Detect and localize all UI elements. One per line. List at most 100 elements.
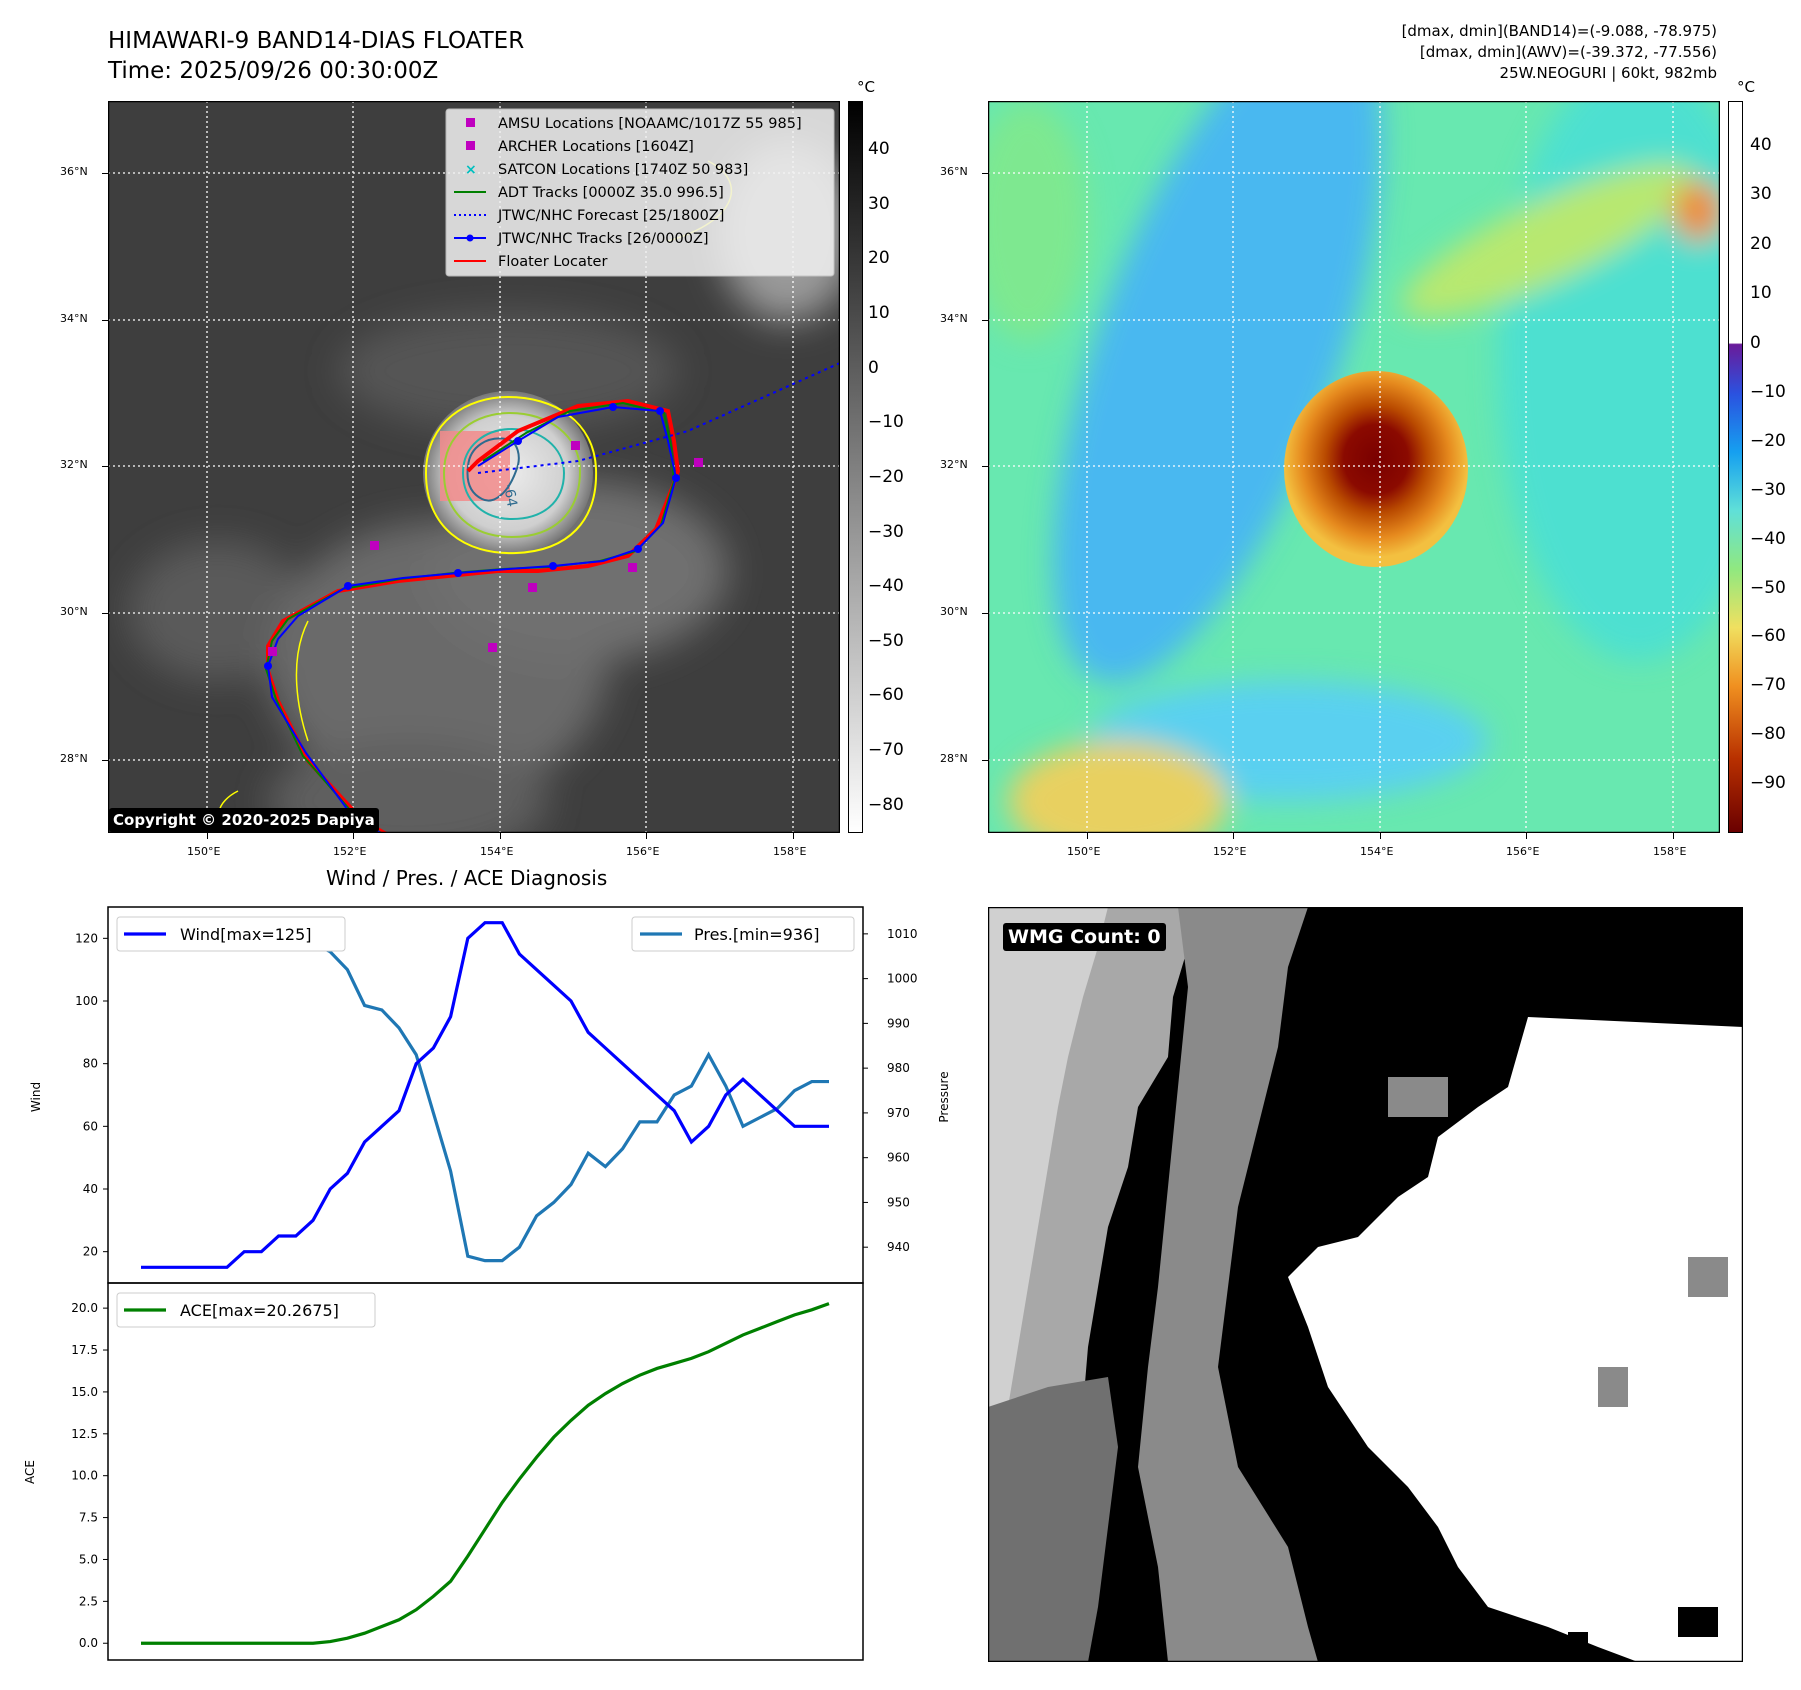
legend-entry: × SATCON Locations [1740Z 50 983] — [465, 162, 748, 178]
lat-tick-label: 30°N — [940, 605, 968, 618]
ace-legend: ACE[max=20.2675] — [116, 1292, 376, 1328]
wind-ytick-label: 80 — [83, 1057, 98, 1071]
pressure-ytick-label: 1000 — [887, 972, 918, 986]
ir-colorbar-tick: −60 — [868, 685, 904, 706]
awv-map-panel — [988, 101, 1720, 833]
awv-colorbar-tick: −30 — [1750, 479, 1786, 500]
awv-colorbar-tick: −80 — [1750, 724, 1786, 745]
wmg-panel — [988, 907, 1743, 1662]
band14-stats: [dmax, dmin](BAND14)=(-9.088, -78.975) — [1401, 22, 1717, 40]
lat-tick-label: 28°N — [940, 752, 968, 765]
lon-tick-mark — [646, 833, 647, 839]
lon-tick-label: 152°E — [1213, 845, 1247, 858]
lon-tick-label: 154°E — [1360, 845, 1394, 858]
ir-map-legend: AMSU Locations [NOAAMC/1017Z 55 985] ARCH… — [445, 108, 835, 277]
pressure-ytick-label: 1010 — [887, 927, 918, 941]
contour-label: -64 — [500, 483, 520, 508]
awv-colorbar-unit: °C — [1737, 78, 1755, 96]
awv-colorbar-tick: −90 — [1750, 773, 1786, 794]
figure-time: Time: 2025/09/26 00:30:00Z — [108, 58, 439, 84]
lat-tick-label: 32°N — [60, 458, 88, 471]
lat-tick-mark — [982, 466, 988, 467]
awv-colorbar-tick: −50 — [1750, 577, 1786, 598]
lat-tick-mark — [102, 760, 108, 761]
pressure-ytick-label: 960 — [887, 1151, 910, 1165]
awv-colorbar-tick: 30 — [1750, 184, 1772, 205]
lat-tick-mark — [982, 760, 988, 761]
jtwc-track — [266, 405, 678, 833]
lat-tick-mark — [102, 613, 108, 614]
ir-colorbar-unit: °C — [857, 78, 875, 96]
lat-tick-mark — [982, 173, 988, 174]
svg-text:ACE[max=20.2675]: ACE[max=20.2675] — [180, 1301, 339, 1320]
lon-tick-mark — [1233, 833, 1234, 839]
legend-label: JTWC/NHC Tracks [26/0000Z] — [497, 231, 709, 247]
wmg-count-badge: WMG Count: 0 — [1003, 923, 1166, 951]
ir-colorbar-tick: 30 — [868, 193, 890, 214]
svg-text:Pres.[min=936]: Pres.[min=936] — [694, 925, 819, 944]
wmg-mid-region — [1138, 907, 1318, 1662]
pressure-ytick-label: 990 — [887, 1016, 910, 1030]
ace-axis-label: ACE — [23, 1460, 37, 1484]
ir-colorbar-tick: −70 — [868, 740, 904, 761]
wind-ytick-label: 100 — [75, 994, 98, 1008]
legend-label: ARCHER Locations [1604Z] — [498, 139, 694, 155]
ir-colorbar-tick: −50 — [868, 630, 904, 651]
ir-colorbar-tick: −80 — [868, 794, 904, 815]
awv-colorbar-tick: 20 — [1750, 233, 1772, 254]
legend-entry: JTWC/NHC Tracks [26/0000Z] — [454, 231, 709, 247]
pressure-series-line — [141, 923, 829, 1263]
lon-tick-label: 158°E — [1653, 845, 1687, 858]
lat-tick-label: 36°N — [940, 165, 968, 178]
lat-tick-mark — [982, 613, 988, 614]
awv-colorbar-tick: 10 — [1750, 283, 1772, 304]
ir-colorbar — [848, 101, 863, 833]
jtwc-forecast — [477, 362, 840, 474]
awv-colorbar-tick: 40 — [1750, 134, 1772, 155]
awv-colorbar-tick: −20 — [1750, 430, 1786, 451]
legend-entry: ARCHER Locations [1604Z] — [466, 139, 694, 155]
wmg-light-region — [988, 907, 1108, 1527]
lat-tick-mark — [102, 466, 108, 467]
awv-colorbar-tick: −10 — [1750, 381, 1786, 402]
legend-label: AMSU Locations [NOAAMC/1017Z 55 985] — [498, 116, 802, 132]
lon-tick-label: 152°E — [333, 845, 367, 858]
awv-stats: [dmax, dmin](AWV)=(-39.372, -77.556) — [1419, 43, 1717, 61]
contour-teal — [461, 427, 566, 521]
awv-colorbar-tick: 0 — [1750, 333, 1761, 353]
lon-tick-mark — [793, 833, 794, 839]
awv-eye — [1284, 371, 1468, 567]
lat-tick-mark — [982, 320, 988, 321]
ir-colorbar-tick: 40 — [868, 139, 890, 160]
lon-tick-mark — [1087, 833, 1088, 839]
ir-colorbar-tick: −40 — [868, 576, 904, 597]
contour-dark — [466, 437, 520, 502]
ace-ytick-label: 12.5 — [71, 1427, 98, 1441]
ace-axes-frame — [107, 1282, 864, 1661]
legend-label: JTWC/NHC Forecast [25/1800Z] — [497, 208, 724, 224]
legend-entry: ADT Tracks [0000Z 35.0 996.5] — [454, 185, 724, 201]
wind-axes-frame — [107, 906, 864, 1284]
legend-label: ADT Tracks [0000Z 35.0 996.5] — [498, 185, 724, 201]
lon-tick-label: 150°E — [187, 845, 221, 858]
lon-tick-mark — [1380, 833, 1381, 839]
lat-tick-label: 32°N — [940, 458, 968, 471]
wind-ytick-label: 40 — [83, 1182, 98, 1196]
ir-colorbar-tick: 20 — [868, 248, 890, 269]
pressure-ytick-label: 940 — [887, 1240, 910, 1254]
pressure-ytick-label: 980 — [887, 1061, 910, 1075]
wind-axis-label: Wind — [29, 1082, 43, 1112]
legend-entry: AMSU Locations [NOAAMC/1017Z 55 985] — [466, 116, 802, 132]
lon-tick-label: 154°E — [480, 845, 514, 858]
lat-tick-label: 34°N — [940, 312, 968, 325]
contour-yellow — [424, 395, 598, 555]
ace-ytick-label: 7.5 — [79, 1511, 98, 1525]
lon-tick-mark — [500, 833, 501, 839]
ace-series-line — [141, 1302, 830, 1645]
awv-colorbar-tick: −70 — [1750, 675, 1786, 696]
lat-tick-mark — [102, 320, 108, 321]
svg-text:×: × — [465, 162, 477, 178]
wind-ytick-label: 20 — [83, 1245, 98, 1259]
